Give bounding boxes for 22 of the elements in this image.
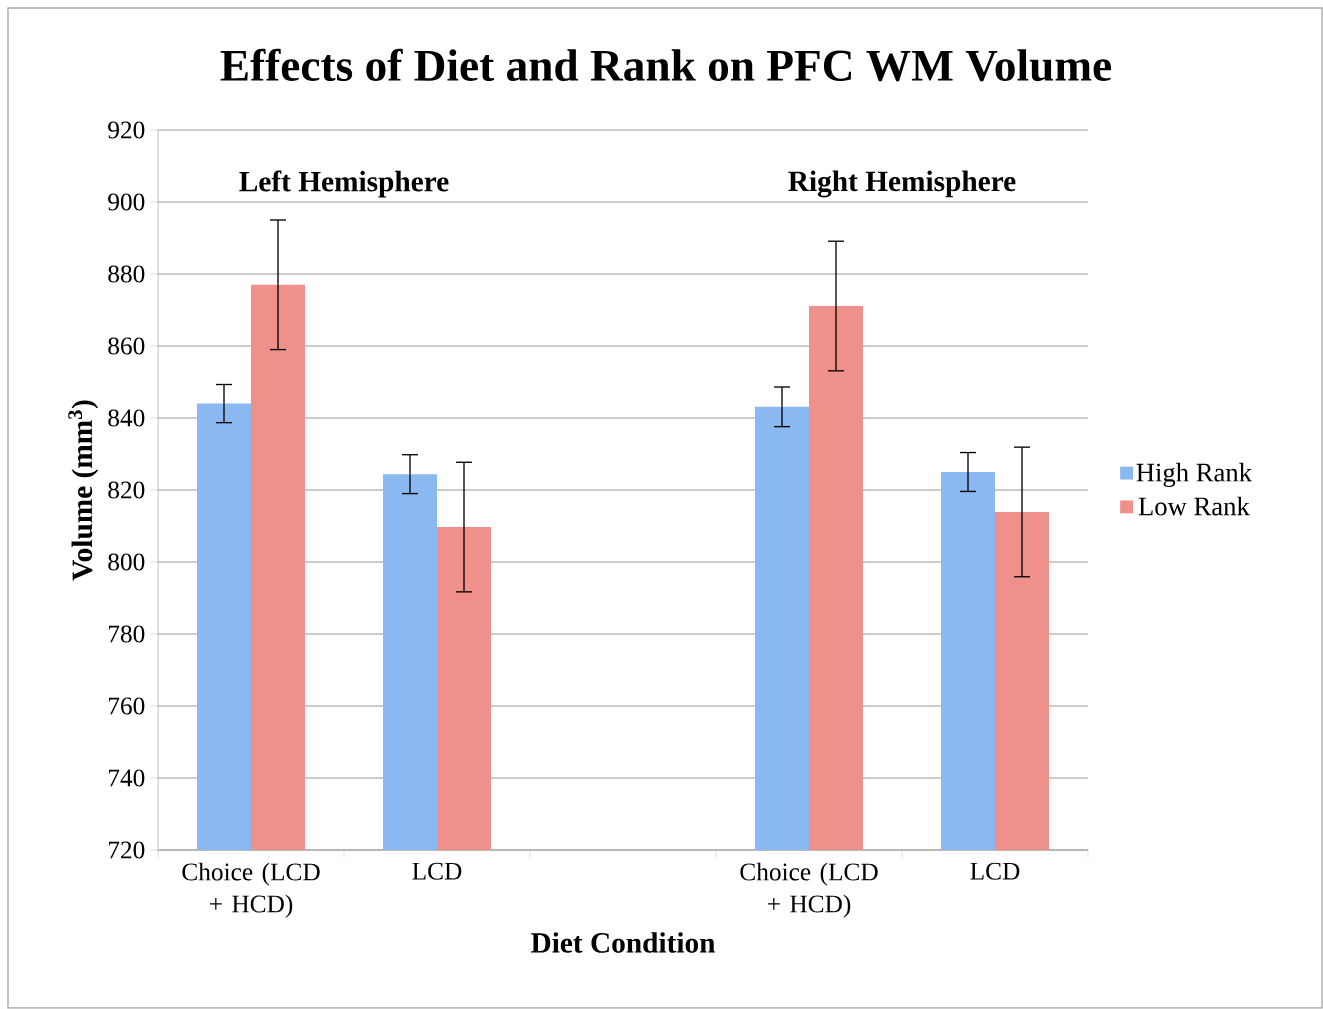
y-tick-label: 820 [108,481,145,499]
y-tick-label: 880 [108,265,145,283]
x-axis-title: Diet Condition [531,932,716,953]
y-tick-label: 860 [108,337,145,355]
y-tick-label: 900 [108,193,145,211]
x-tick-label: Choice (LCD + HCD) [740,862,878,918]
y-tick-label: 780 [108,625,145,643]
x-tick-label: Choice (LCD + HCD) [182,862,320,918]
y-tick-label: 840 [108,409,145,427]
chart-title: Effects of Diet and Rank on PFC WM Volume [220,48,1112,82]
y-tick-label: 720 [108,841,145,859]
y-tick-label: 920 [108,121,145,139]
y-tick-label: 800 [108,553,145,571]
x-tick-label: LCD [970,862,1020,880]
annotation: Left Hemisphere [239,170,449,198]
legend-label: High Rank [1136,462,1253,488]
legend-label: Low Rank [1138,496,1250,516]
annotation: Right Hemisphere [788,170,1016,198]
y-tick-label: 740 [108,769,145,787]
x-tick-label: LCD [412,862,462,880]
y-axis-title: Volume (mm$^{3}$) [68,400,99,581]
y-tick-label: 760 [108,697,145,715]
